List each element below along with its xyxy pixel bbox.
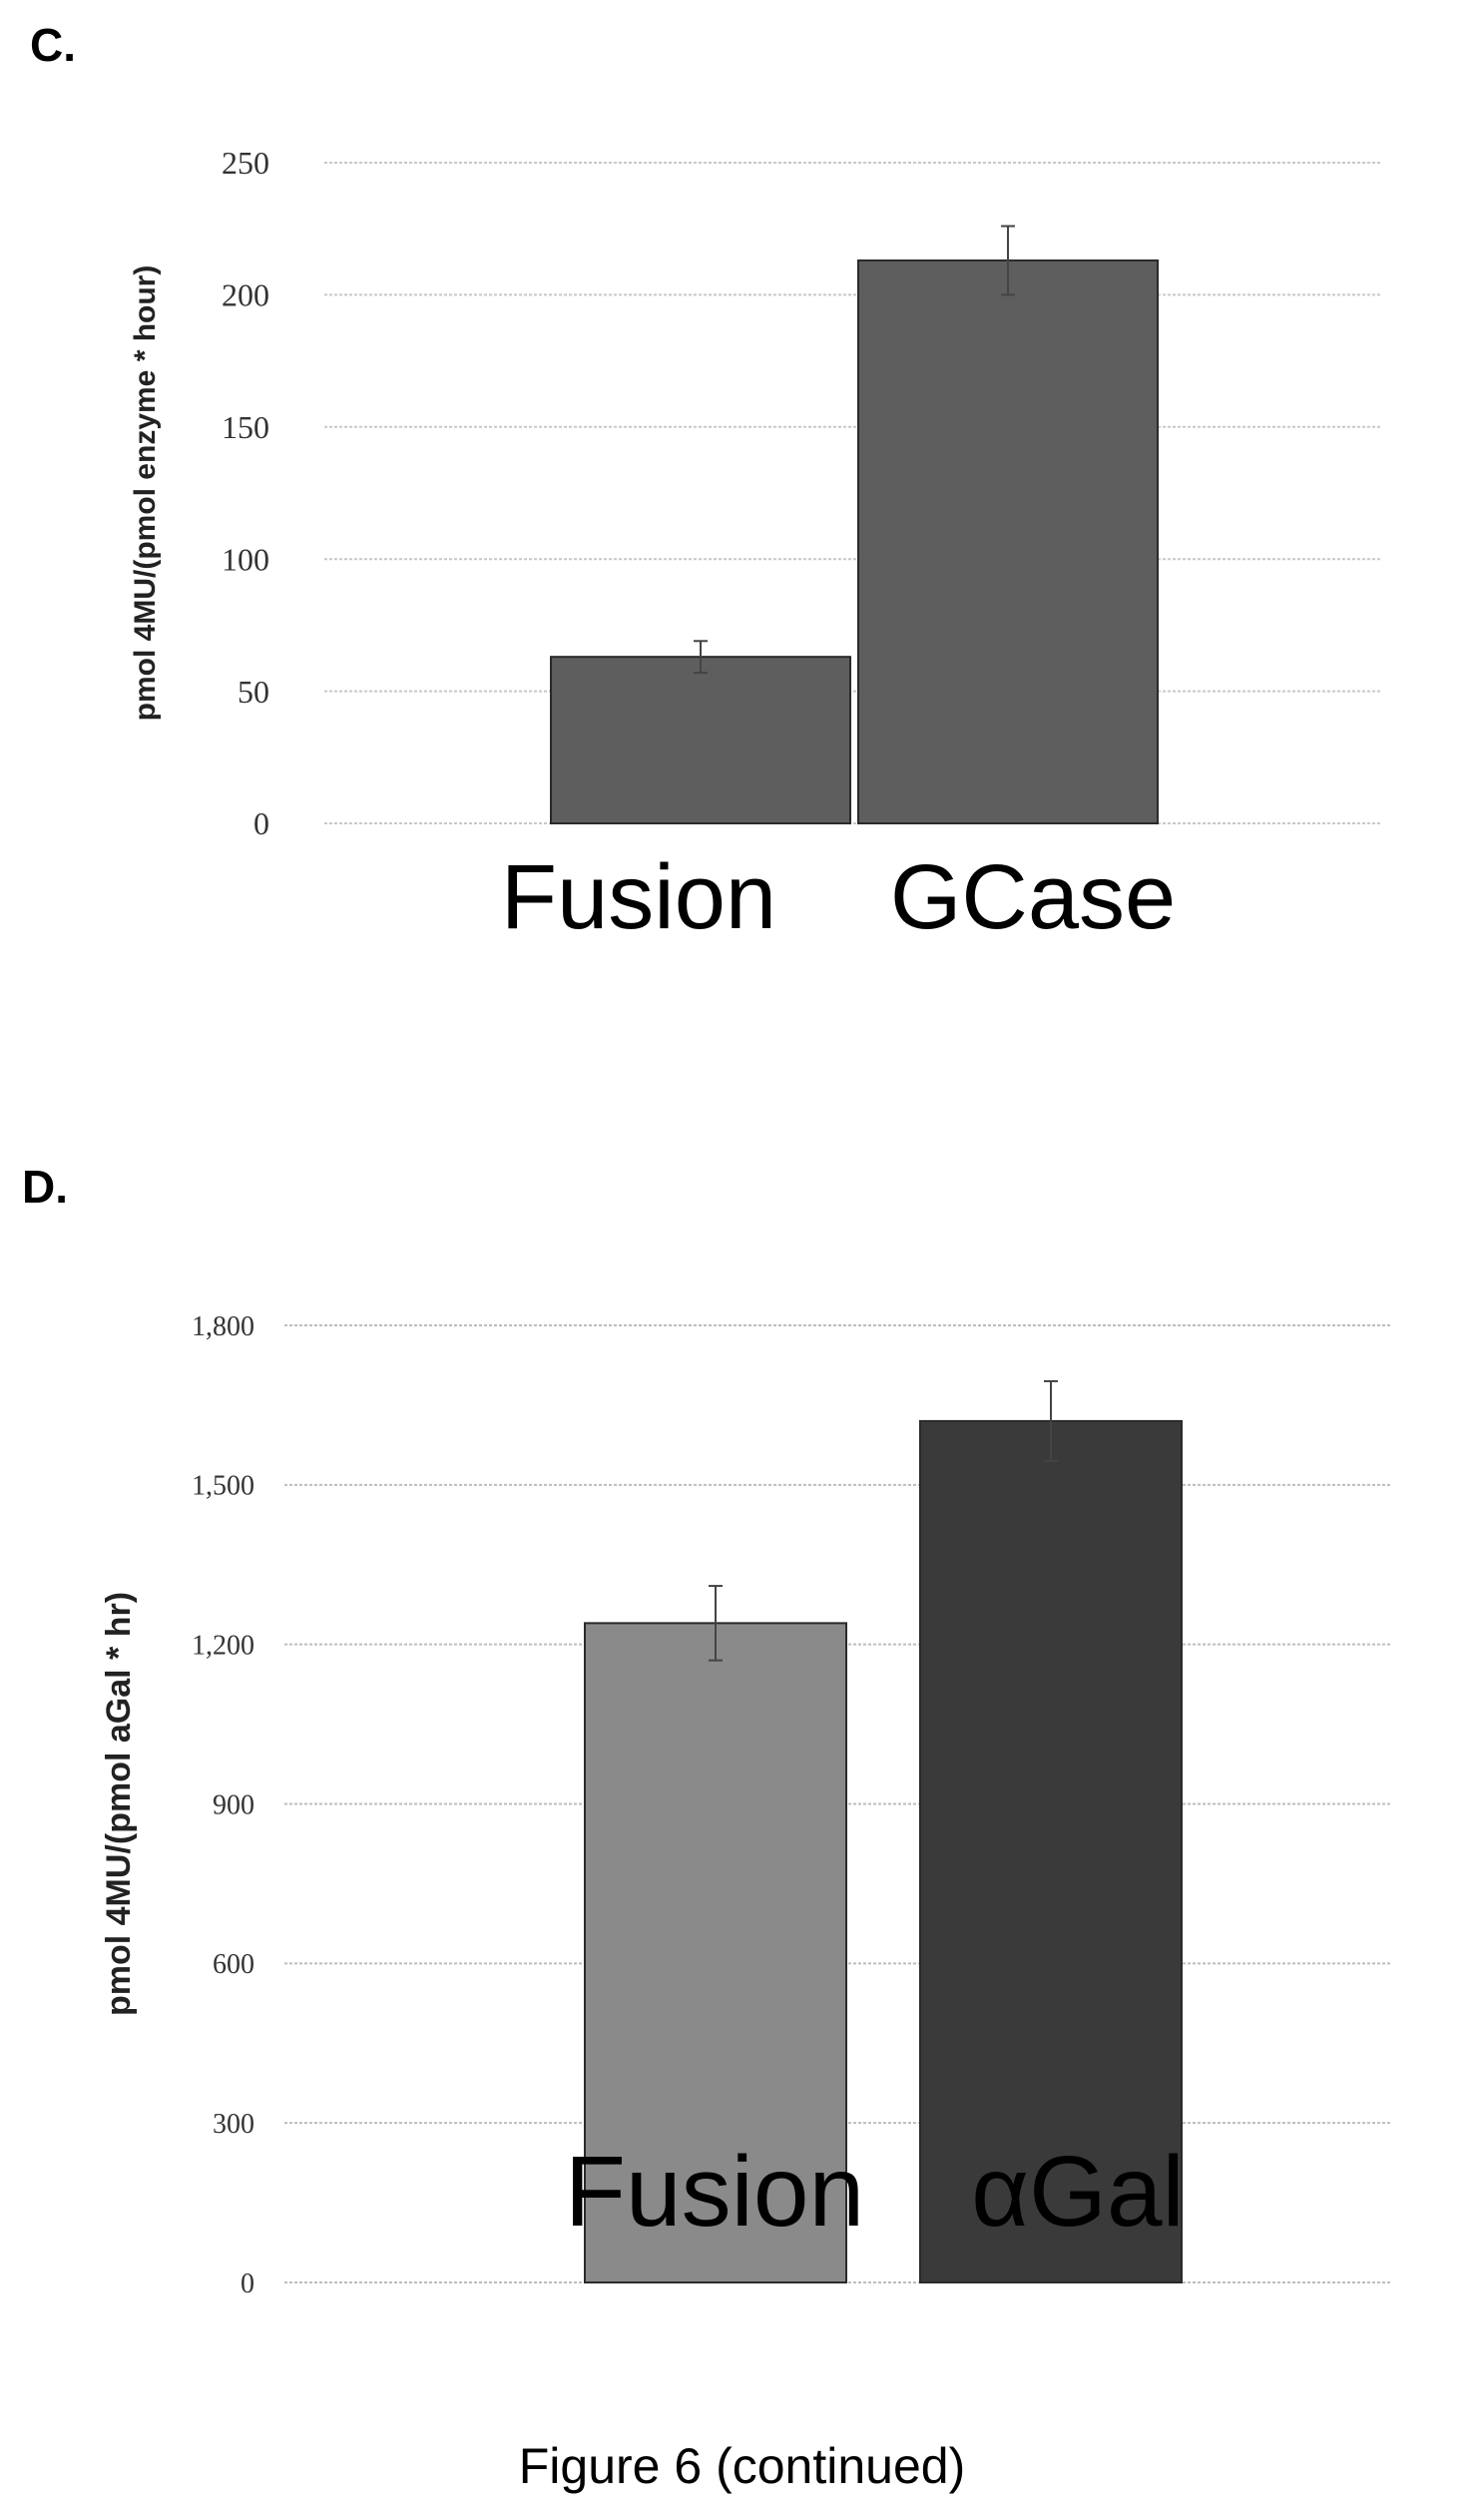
bar (919, 1419, 1183, 2283)
y-tick-label: 300 (213, 2109, 254, 2140)
y-tick-label: 200 (222, 277, 269, 313)
y-axis-label: pmol 4MU/(pmol enzyme * hour) (129, 265, 162, 722)
y-tick-label: 900 (213, 1789, 254, 1820)
y-tick-label: 1,800 (192, 1311, 254, 1342)
y-tick-label: 1,200 (192, 1630, 254, 1661)
bar (550, 656, 851, 825)
chart-c: 0 50 100 150 200 250 pmol 4MU/(pmol enzyme * h… (129, 145, 1382, 948)
category-label: Fusion (501, 846, 776, 948)
figure-caption: Figure 6 (continued) (518, 2438, 966, 2494)
category-label: αGal (971, 2136, 1184, 2248)
bar (584, 1622, 847, 2284)
y-tick-label: 150 (222, 409, 269, 445)
bar (857, 258, 1159, 824)
category-label: GCase (890, 846, 1176, 948)
y-axis-label: pmol 4MU/(pmol aGal * hr) (100, 1592, 138, 2016)
y-tick-label: 1,500 (192, 1471, 254, 1502)
y-tick-label: 600 (213, 1949, 254, 1980)
y-tick-label: 250 (222, 145, 269, 181)
chart-d: 0 300 600 900 1,200 1,500 1,800 pmol 4MU/(pmol … (100, 1311, 1392, 2299)
y-tick-label: 100 (222, 541, 269, 577)
y-tick-label: 0 (253, 805, 269, 841)
category-label: Fusion (565, 2136, 864, 2248)
y-tick-label: 50 (238, 674, 269, 710)
panel-label-c: C. (30, 19, 76, 71)
panel-label-d: D. (22, 1161, 68, 1213)
y-tick-label: 0 (241, 2268, 254, 2299)
